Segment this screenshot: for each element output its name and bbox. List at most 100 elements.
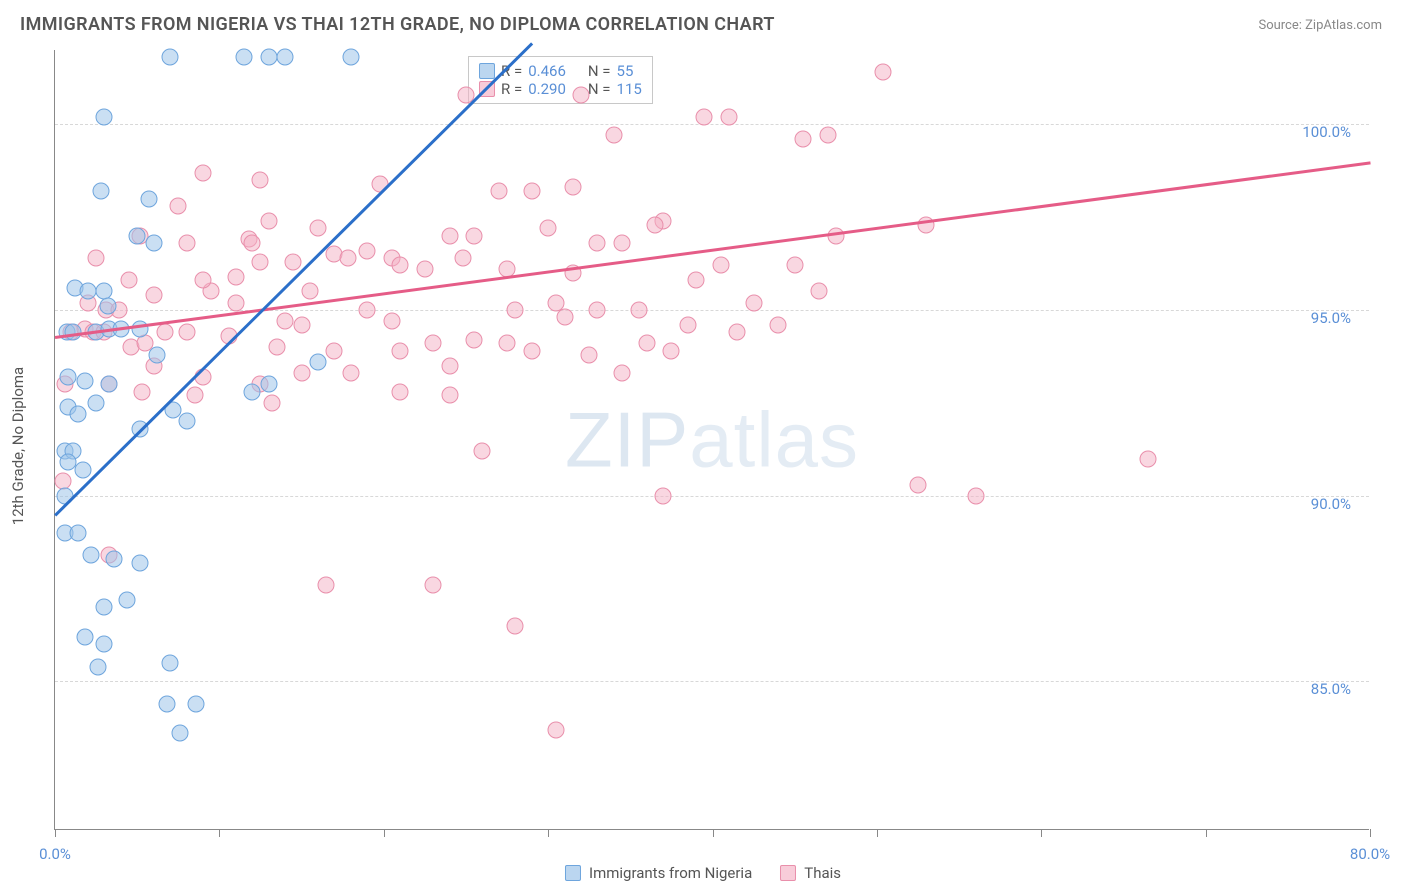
data-point — [540, 220, 557, 237]
data-point — [474, 443, 491, 460]
n-label: N = — [588, 80, 611, 98]
data-point — [293, 365, 310, 382]
data-point — [96, 599, 113, 616]
data-point — [188, 695, 205, 712]
n-label: N = — [588, 62, 611, 80]
data-point — [359, 302, 376, 319]
data-point — [383, 313, 400, 330]
data-point — [70, 406, 87, 423]
data-point — [227, 294, 244, 311]
x-tick — [1370, 829, 1371, 837]
data-point — [120, 272, 137, 289]
data-point — [132, 320, 149, 337]
data-point — [252, 253, 269, 270]
data-point — [720, 108, 737, 125]
square-icon — [479, 63, 495, 79]
data-point — [260, 49, 277, 66]
data-point — [263, 394, 280, 411]
n-value: 115 — [617, 80, 642, 98]
data-point — [441, 387, 458, 404]
data-point — [260, 212, 277, 229]
data-point — [655, 487, 672, 504]
y-axis-label: 12th Grade, No Diploma — [9, 367, 27, 525]
data-point — [416, 261, 433, 278]
data-point — [342, 49, 359, 66]
data-point — [318, 576, 335, 593]
data-point — [119, 591, 136, 608]
data-point — [589, 302, 606, 319]
data-point — [466, 227, 483, 244]
data-point — [548, 721, 565, 738]
data-point — [827, 227, 844, 244]
y-tick-label: 95.0% — [1311, 309, 1351, 327]
y-tick-label: 90.0% — [1311, 495, 1351, 513]
data-point — [88, 250, 105, 267]
data-point — [76, 628, 93, 645]
data-point — [285, 253, 302, 270]
data-point — [605, 127, 622, 144]
data-point — [236, 49, 253, 66]
watermark-atlas: atlas — [689, 395, 859, 483]
data-point — [679, 316, 696, 333]
watermark-zip: ZIP — [565, 395, 689, 483]
data-point — [74, 461, 91, 478]
data-point — [194, 272, 211, 289]
source-label: Source: ZipAtlas.com — [1258, 18, 1382, 33]
data-point — [507, 617, 524, 634]
data-point — [326, 342, 343, 359]
legend-item-blue: Immigrants from Nigeria — [565, 864, 752, 882]
data-point — [140, 190, 157, 207]
data-point — [614, 365, 631, 382]
data-point — [293, 316, 310, 333]
data-point — [556, 309, 573, 326]
x-tick-label: 0.0% — [39, 845, 71, 863]
data-point — [663, 342, 680, 359]
data-point — [630, 302, 647, 319]
data-point — [507, 302, 524, 319]
data-point — [178, 235, 195, 252]
data-point — [638, 335, 655, 352]
data-point — [170, 198, 187, 215]
data-point — [106, 550, 123, 567]
data-point — [811, 283, 828, 300]
data-point — [392, 383, 409, 400]
data-point — [392, 257, 409, 274]
gridline — [55, 496, 1369, 497]
data-point — [819, 127, 836, 144]
data-point — [301, 283, 318, 300]
data-point — [96, 108, 113, 125]
data-point — [194, 368, 211, 385]
x-tick — [1041, 829, 1042, 837]
chart-title: IMMIGRANTS FROM NIGERIA VS THAI 12TH GRA… — [20, 14, 775, 35]
data-point — [158, 695, 175, 712]
data-point — [342, 365, 359, 382]
y-tick-label: 100.0% — [1302, 123, 1351, 141]
data-point — [260, 376, 277, 393]
data-point — [967, 487, 984, 504]
legend-label: Immigrants from Nigeria — [589, 864, 752, 882]
legend-label: Thais — [804, 864, 841, 882]
r-value: 0.466 — [528, 62, 566, 80]
data-point — [425, 576, 442, 593]
data-point — [134, 383, 151, 400]
data-point — [244, 235, 261, 252]
x-tick — [384, 829, 385, 837]
data-point — [688, 272, 705, 289]
data-point — [310, 354, 327, 371]
data-point — [186, 387, 203, 404]
data-point — [178, 324, 195, 341]
data-point — [96, 636, 113, 653]
x-tick — [548, 829, 549, 837]
data-point — [712, 257, 729, 274]
x-tick — [877, 829, 878, 837]
data-point — [93, 183, 110, 200]
data-point — [101, 376, 118, 393]
gridline — [55, 681, 1369, 682]
data-point — [145, 287, 162, 304]
data-point — [178, 413, 195, 430]
r-label: R = — [501, 80, 522, 98]
data-point — [88, 394, 105, 411]
data-point — [646, 216, 663, 233]
data-point — [454, 250, 471, 267]
data-point — [83, 547, 100, 564]
